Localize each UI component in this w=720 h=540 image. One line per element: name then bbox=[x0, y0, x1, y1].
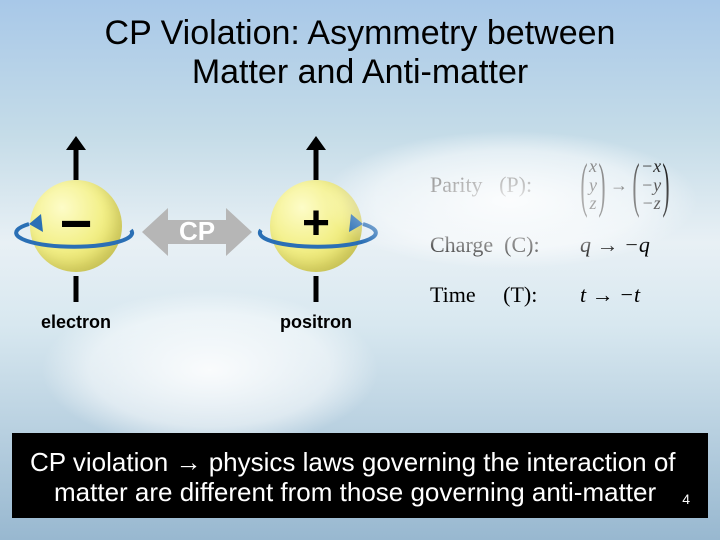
spin-arrow-up-icon bbox=[303, 136, 329, 182]
charge-row: Charge (C): q → −q bbox=[430, 220, 670, 270]
symmetry-definitions: Parity (P): ( x y z ) → ( −x −y −z ) Cha… bbox=[430, 150, 670, 320]
cp-label: CP bbox=[179, 216, 215, 246]
time-rhs: t → −t bbox=[580, 282, 640, 308]
cp-double-arrow-icon: CP bbox=[142, 202, 252, 262]
electron-particle: − bbox=[30, 180, 122, 272]
spin-stub-down-icon bbox=[311, 276, 321, 302]
electron-sign: − bbox=[60, 190, 93, 255]
parity-label: Parity (P): bbox=[430, 172, 580, 198]
spin-stub-down-icon bbox=[71, 276, 81, 302]
spin-arrow-up-icon bbox=[63, 136, 89, 182]
time-row: Time (T): t → −t bbox=[430, 270, 670, 320]
parity-row: Parity (P): ( x y z ) → ( −x −y −z ) bbox=[430, 150, 670, 220]
summary-line-2: matter are different from those governin… bbox=[30, 477, 690, 508]
electron-label: electron bbox=[16, 312, 136, 333]
positron-particle: + bbox=[270, 180, 362, 272]
charge-rhs: q → −q bbox=[580, 232, 650, 258]
title-line-2: Matter and Anti-matter bbox=[192, 53, 528, 91]
summary-line-1: CP violation → physics laws governing th… bbox=[30, 447, 690, 478]
positron-sign: + bbox=[302, 196, 330, 251]
summary-box: CP violation → physics laws governing th… bbox=[12, 433, 708, 518]
parity-vector: ( x y z ) → ( −x −y −z ) bbox=[580, 155, 670, 215]
charge-label: Charge (C): bbox=[430, 232, 580, 258]
time-label: Time (T): bbox=[430, 282, 580, 308]
title-line-1: CP Violation: Asymmetry between bbox=[105, 14, 616, 52]
page-number: 4 bbox=[682, 491, 690, 508]
positron-label: positron bbox=[256, 312, 376, 333]
slide-title: CP Violation: Asymmetry between Matter a… bbox=[0, 14, 720, 92]
